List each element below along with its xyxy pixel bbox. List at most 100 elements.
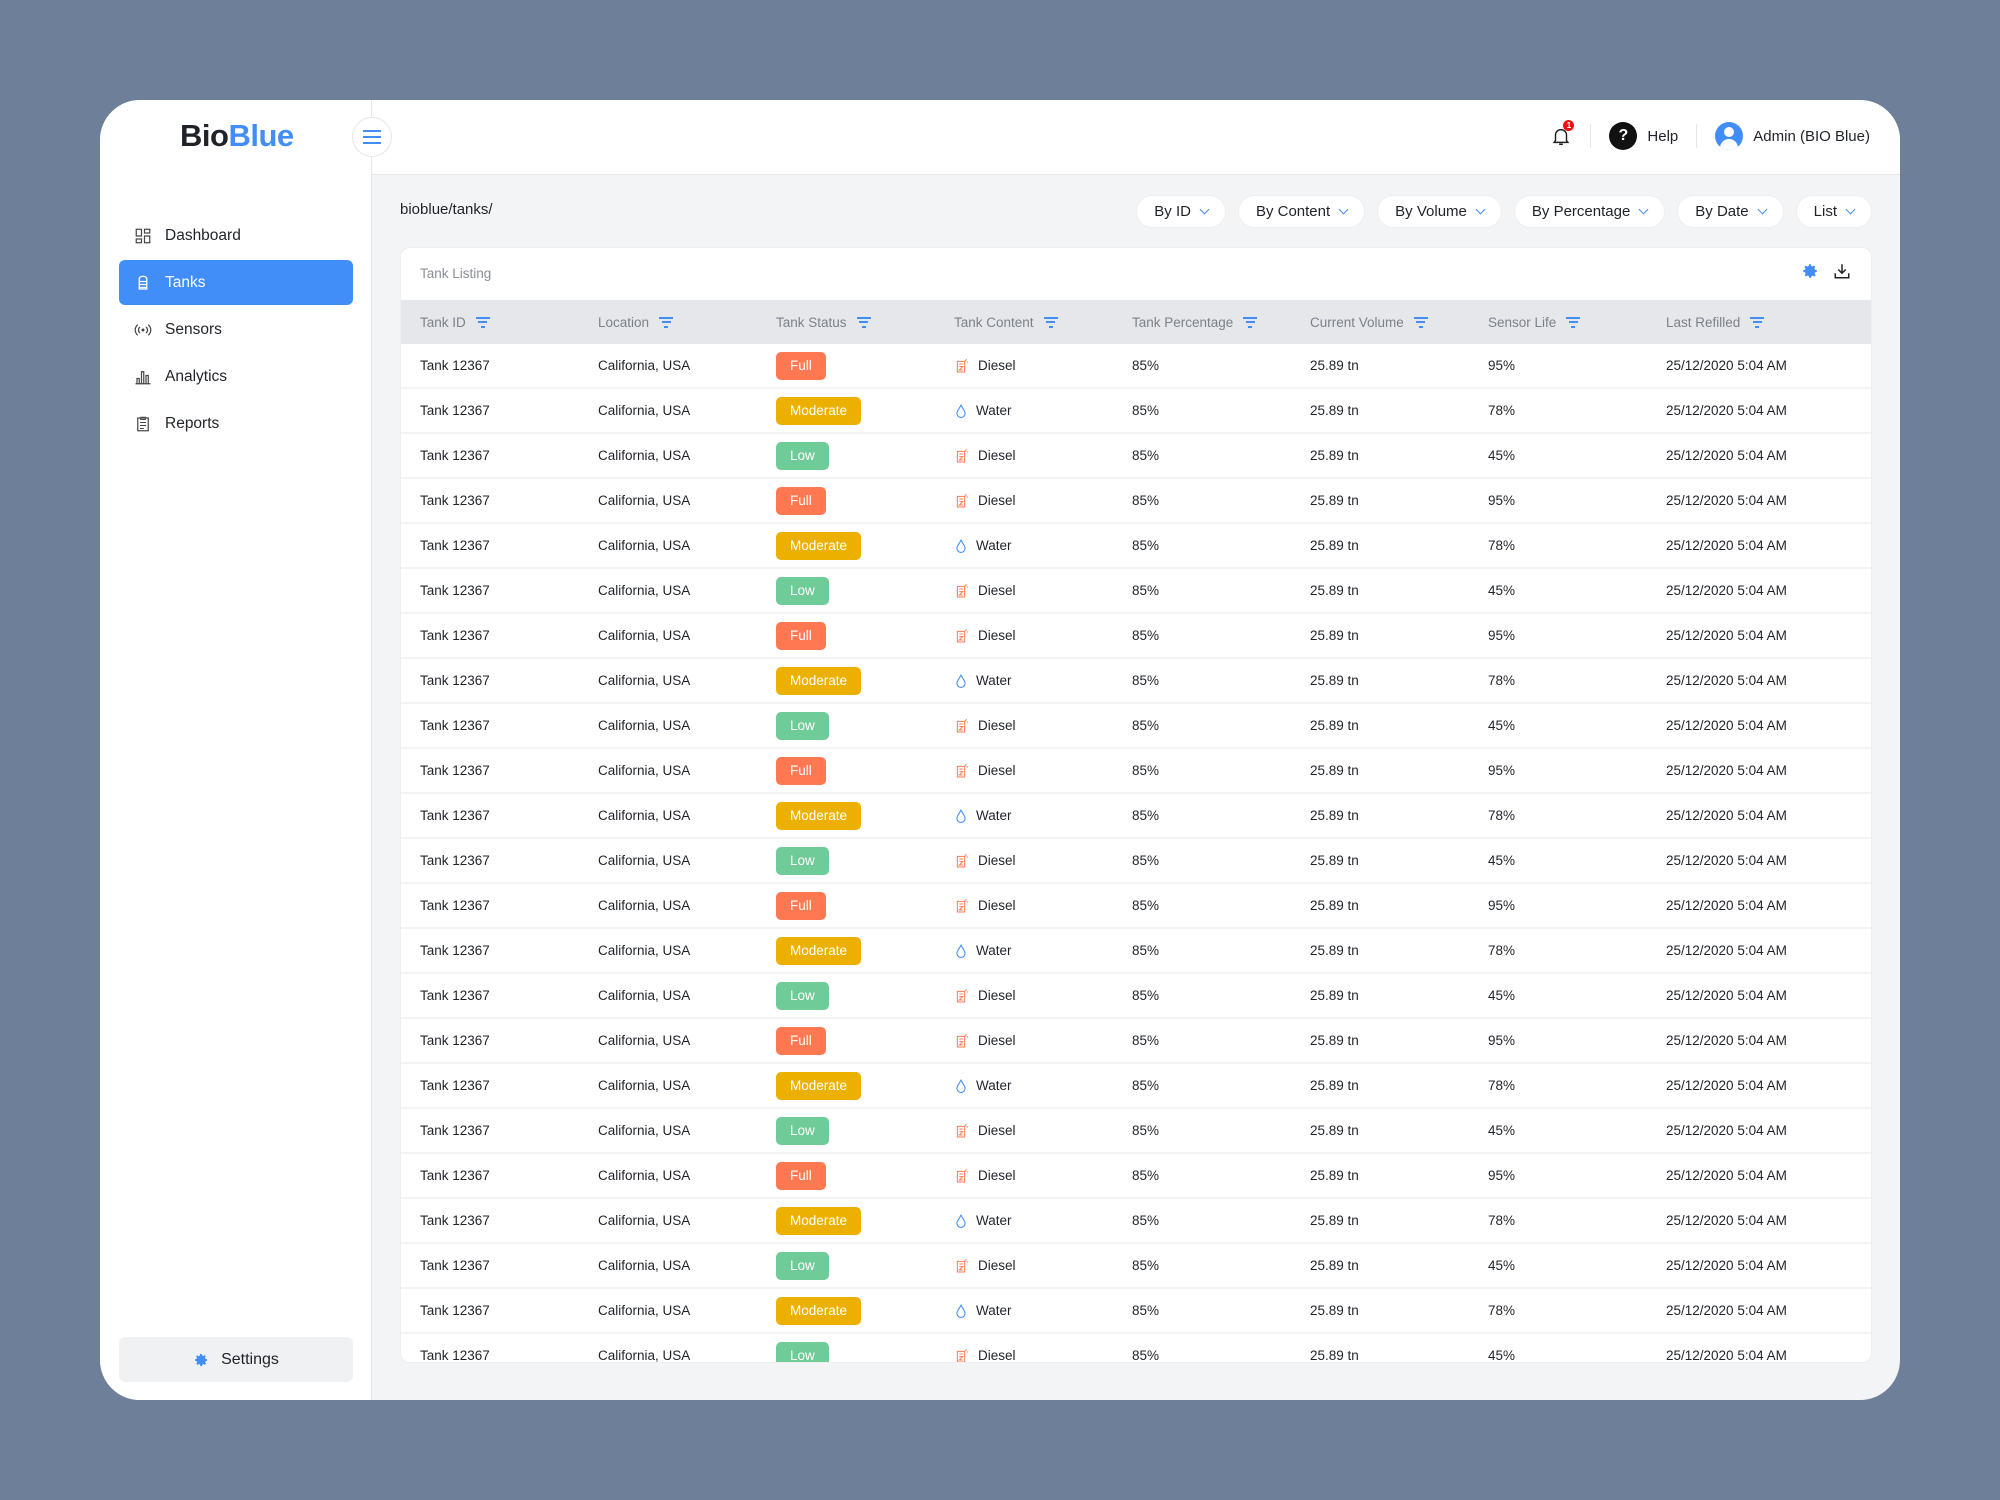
cell-text: California, USA (598, 1213, 691, 1228)
filter-dropdown-by-volume[interactable]: By Volume (1377, 195, 1502, 228)
content-label: Diesel (978, 1348, 1016, 1363)
table-cell: Low (757, 1116, 935, 1145)
cell-text: Tank 12367 (420, 1033, 490, 1048)
filter-dropdown-by-id[interactable]: By ID (1136, 195, 1226, 228)
table-row[interactable]: Tank 12367 California, USA Full Diesel 85% 25… (401, 344, 1871, 389)
table-cell: Moderate (757, 531, 935, 560)
table-row[interactable]: Tank 12367 California, USA Low Diesel 85% 25.… (401, 434, 1871, 479)
table-row[interactable]: Tank 12367 California, USA Moderate Water 85… (401, 524, 1871, 569)
cell-text: 25/12/2020 5:04 AM (1666, 1168, 1787, 1183)
filter-icon[interactable] (1043, 316, 1058, 328)
table-row[interactable]: Tank 12367 California, USA Moderate Water 85… (401, 389, 1871, 434)
sidebar-item-sensors[interactable]: Sensors (119, 307, 353, 352)
column-header[interactable]: Tank ID (401, 300, 579, 344)
column-header[interactable]: Current Volume (1291, 300, 1469, 344)
column-header[interactable]: Location (579, 300, 757, 344)
cell-text: Tank 12367 (420, 1303, 490, 1318)
download-icon[interactable] (1833, 262, 1851, 280)
column-header[interactable]: Sensor Life (1469, 300, 1647, 344)
cell-text: 25.89 tn (1310, 403, 1359, 418)
breadcrumb[interactable]: bioblue/tanks/ (400, 201, 493, 218)
table-row[interactable]: Tank 12367 California, USA Full Diesel 85% 25… (401, 1019, 1871, 1064)
menu-toggle-button[interactable] (352, 117, 392, 157)
table-row[interactable]: Tank 12367 California, USA Full Diesel 85% 25… (401, 749, 1871, 794)
fuel-can-icon (956, 1348, 968, 1362)
filter-icon[interactable] (1243, 316, 1258, 328)
column-header[interactable]: Last Refilled (1647, 300, 1825, 344)
table-cell: California, USA (579, 448, 757, 463)
table-cell: California, USA (579, 718, 757, 733)
table-row[interactable]: Tank 12367 California, USA Low Diesel 85% 25.… (401, 569, 1871, 614)
table-row[interactable]: Tank 12367 California, USA Low Diesel 85% 25.… (401, 1109, 1871, 1154)
column-header[interactable]: Tank Percentage (1113, 300, 1291, 344)
table-cell: Diesel (935, 1168, 1113, 1184)
table-cell: Tank 12367 (401, 1033, 579, 1048)
table-row[interactable]: Tank 12367 California, USA Moderate Water 85… (401, 929, 1871, 974)
table-cell: California, USA (579, 403, 757, 418)
sidebar-item-dashboard[interactable]: Dashboard (119, 213, 353, 258)
table-cell: Water (935, 808, 1113, 824)
table-cell: 25/12/2020 5:04 AM (1647, 1168, 1825, 1183)
table-cell: Tank 12367 (401, 988, 579, 1003)
cell-text: 78% (1488, 538, 1516, 553)
cell-text: California, USA (598, 1258, 691, 1273)
notifications-button[interactable]: 1 (1550, 120, 1575, 148)
status-badge: Full (776, 486, 826, 515)
table-cell: Full (757, 756, 935, 785)
content-label: Diesel (978, 898, 1016, 913)
table-cell: 25.89 tn (1291, 448, 1469, 463)
cell-text: 78% (1488, 1213, 1516, 1228)
filter-dropdown-by-date[interactable]: By Date (1677, 195, 1784, 228)
filter-dropdown-by-content[interactable]: By Content (1237, 195, 1366, 228)
table-row[interactable]: Tank 12367 California, USA Moderate Water 85… (401, 1199, 1871, 1244)
settings-button[interactable]: Settings (119, 1337, 353, 1382)
sidebar-item-analytics[interactable]: Analytics (119, 354, 353, 399)
gear-icon[interactable] (1801, 262, 1819, 280)
table-cell: 25.89 tn (1291, 1348, 1469, 1362)
cell-text: 25/12/2020 5:04 AM (1666, 448, 1787, 463)
sidebar-item-reports[interactable]: Reports (119, 401, 353, 446)
filter-icon[interactable] (1413, 316, 1428, 328)
table-row[interactable]: Tank 12367 California, USA Full Diesel 85% 25… (401, 479, 1871, 524)
table-row[interactable]: Tank 12367 California, USA Low Diesel 85% 25.… (401, 704, 1871, 749)
column-header[interactable]: Tank Content (935, 300, 1113, 344)
cell-text: 45% (1488, 988, 1516, 1003)
table-row[interactable]: Tank 12367 California, USA Low Diesel 85% 25.… (401, 1334, 1871, 1363)
filter-icon[interactable] (659, 316, 674, 328)
table-row[interactable]: Tank 12367 California, USA Full Diesel 85% 25… (401, 614, 1871, 659)
cell-text: California, USA (598, 628, 691, 643)
column-header[interactable]: Tank Status (757, 300, 935, 344)
filter-icon[interactable] (1566, 316, 1581, 328)
table-row[interactable]: Tank 12367 California, USA Moderate Water 85… (401, 1064, 1871, 1109)
table-row[interactable]: Tank 12367 California, USA Low Diesel 85% 25.… (401, 974, 1871, 1019)
table-row[interactable]: Tank 12367 California, USA Low Diesel 85% 25.… (401, 839, 1871, 884)
cell-text: 85% (1132, 538, 1160, 553)
filter-icon[interactable] (475, 316, 490, 328)
table-row[interactable]: Tank 12367 California, USA Low Diesel 85% 25.… (401, 1244, 1871, 1289)
table-cell: Full (757, 1161, 935, 1190)
table-row[interactable]: Tank 12367 California, USA Moderate Water 85… (401, 1289, 1871, 1334)
table-row[interactable]: Tank 12367 California, USA Full Diesel 85% 25… (401, 1154, 1871, 1199)
table-cell: California, USA (579, 673, 757, 688)
table-cell: 78% (1469, 1213, 1647, 1228)
cell-text: 25/12/2020 5:04 AM (1666, 673, 1787, 688)
user-menu[interactable]: Admin (BIO Blue) (1715, 122, 1870, 150)
table-cell: Tank 12367 (401, 808, 579, 823)
table-cell: Tank 12367 (401, 1168, 579, 1183)
filter-icon[interactable] (1750, 316, 1765, 328)
status-badge: Low (776, 576, 829, 605)
table-row[interactable]: Tank 12367 California, USA Moderate Water 85… (401, 659, 1871, 704)
filter-dropdown-by-percentage[interactable]: By Percentage (1513, 195, 1666, 228)
filter-dropdown-list[interactable]: List (1795, 195, 1872, 228)
water-drop-icon (956, 1078, 966, 1093)
table-row[interactable]: Tank 12367 California, USA Moderate Water 85… (401, 794, 1871, 839)
table-cell: 85% (1113, 493, 1291, 508)
table-row[interactable]: Tank 12367 California, USA Full Diesel 85% 25… (401, 884, 1871, 929)
table-cell: Low (757, 441, 935, 470)
table-cell: Low (757, 711, 935, 740)
cell-text: 45% (1488, 1123, 1516, 1138)
help-button[interactable]: ? Help (1609, 122, 1678, 150)
table-cell: 78% (1469, 808, 1647, 823)
filter-icon[interactable] (856, 316, 871, 328)
sidebar-item-tanks[interactable]: Tanks (119, 260, 353, 305)
